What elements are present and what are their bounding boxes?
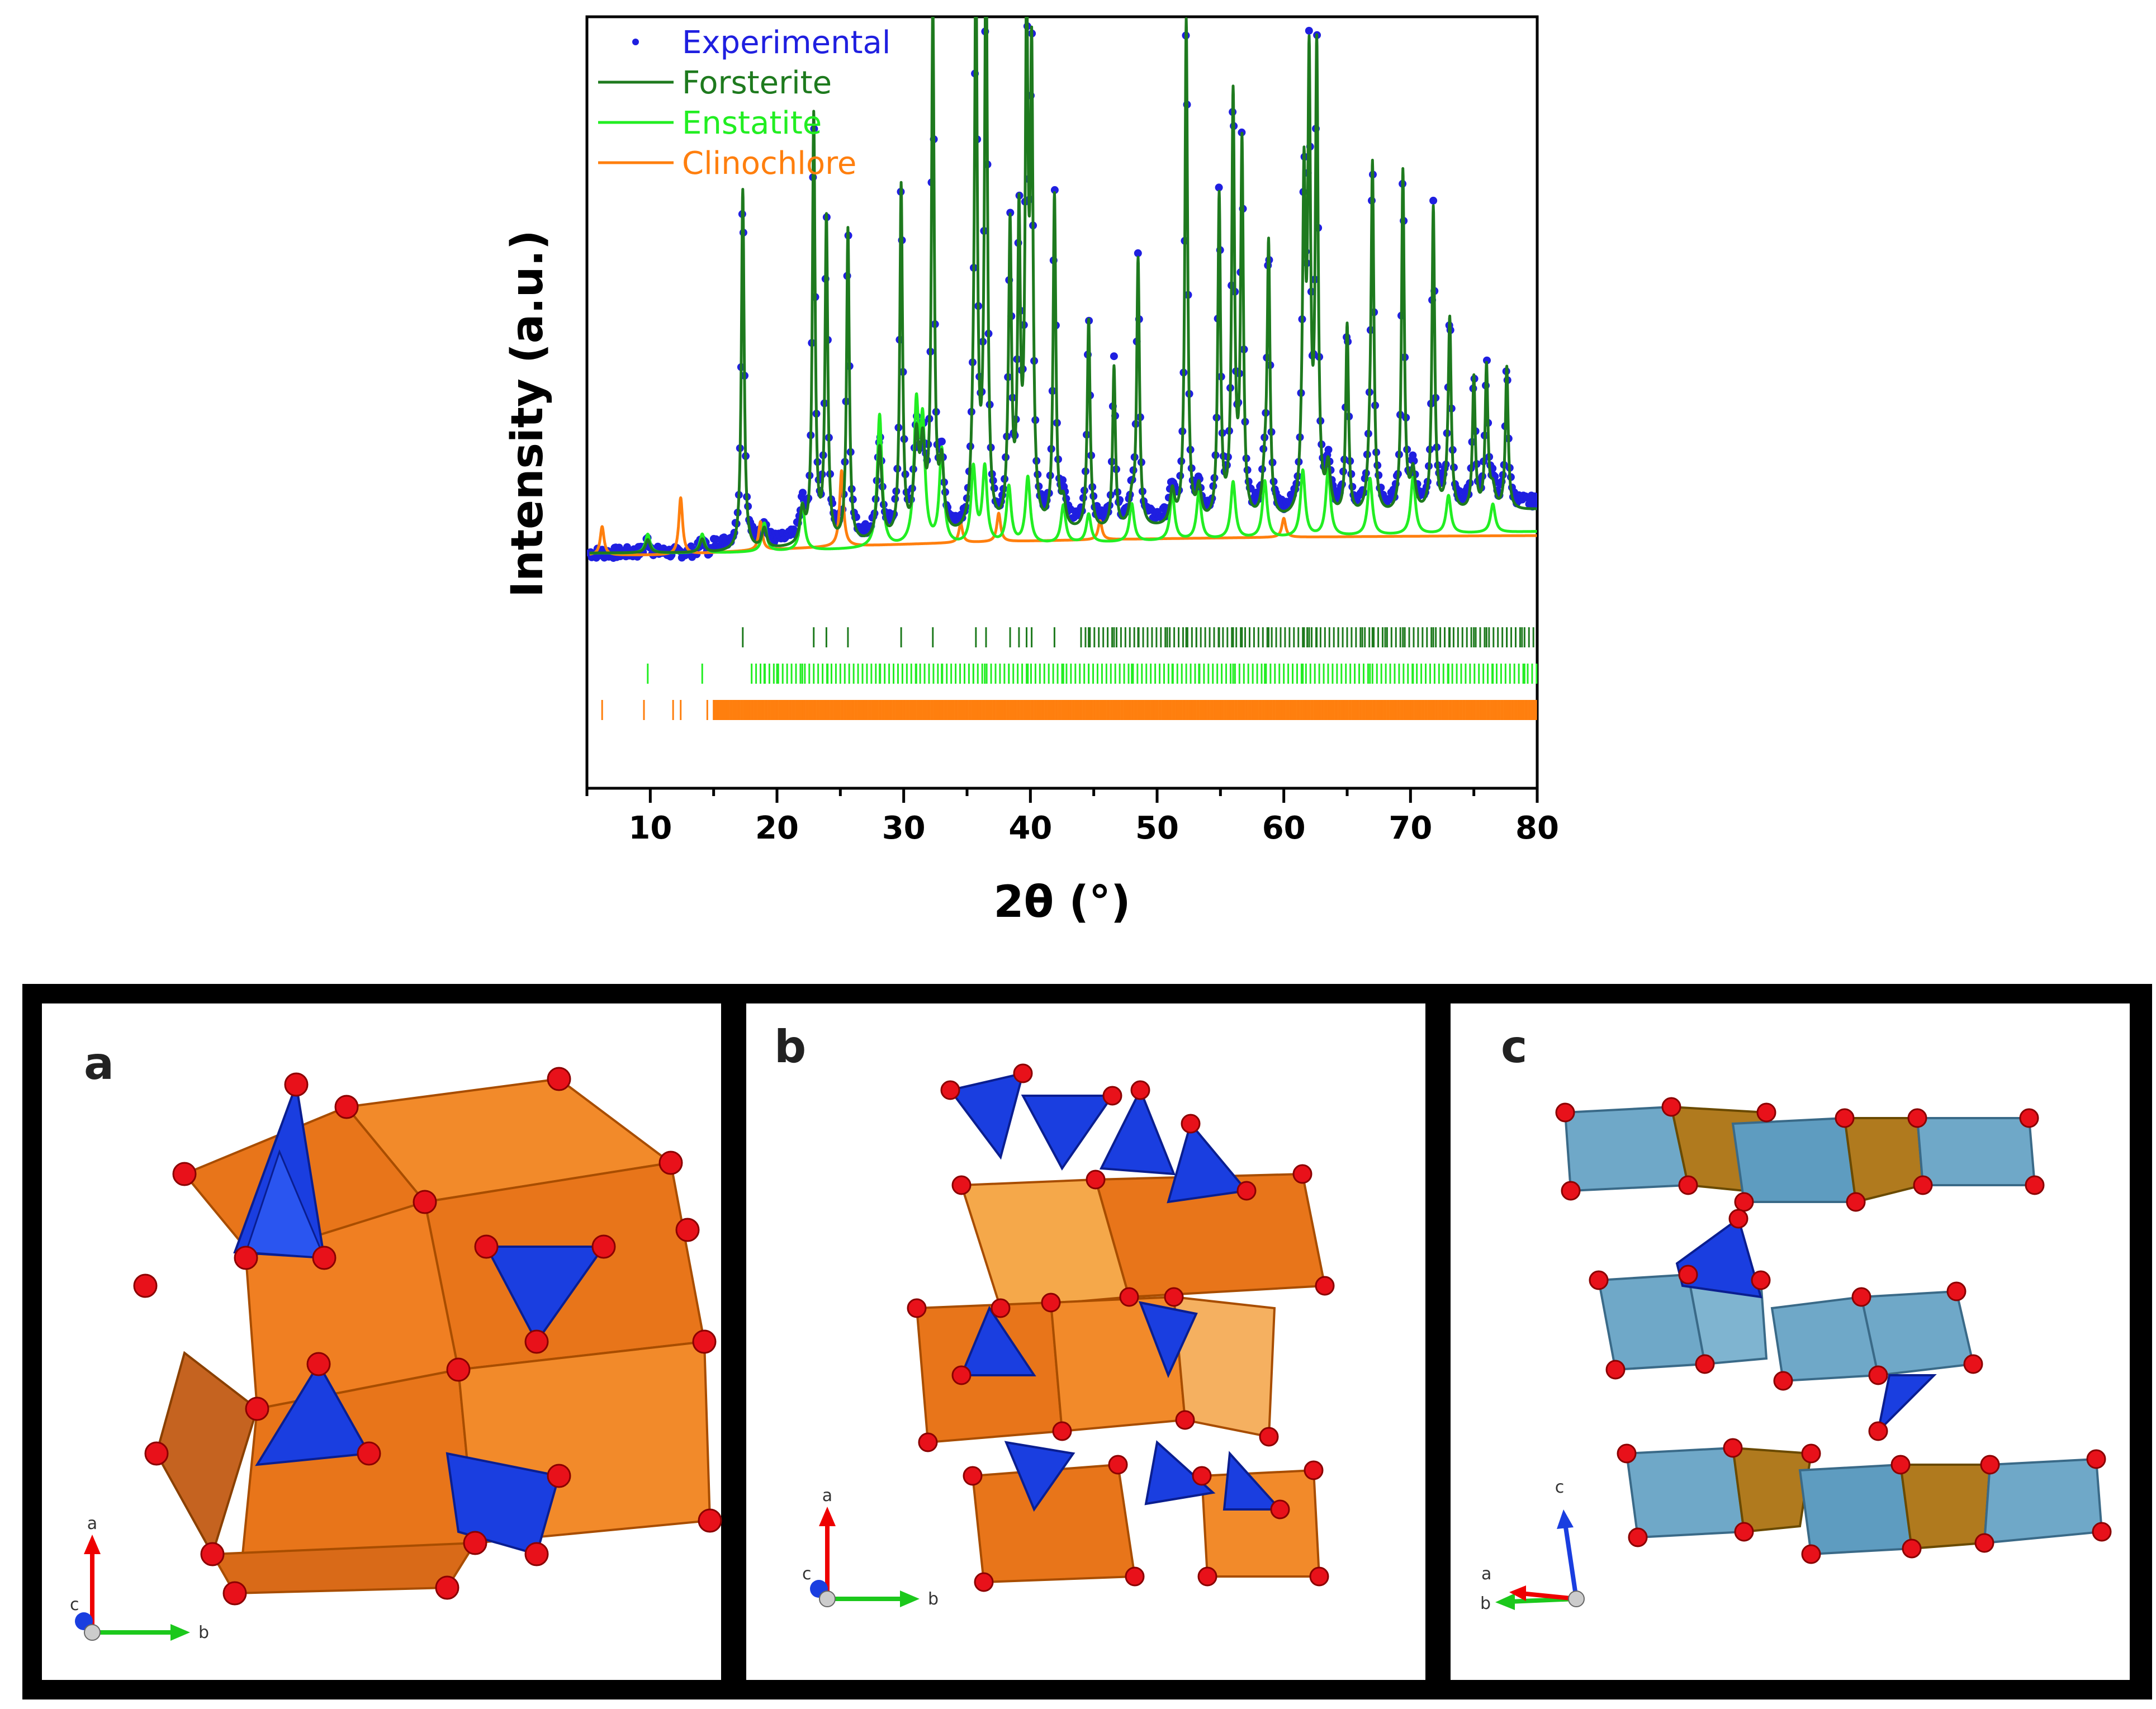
series-enstatite [588,392,1537,555]
experimental-point [1059,476,1067,484]
panel-c: c [1451,1003,2130,1680]
x-tick-label-40: 40 [1008,810,1052,846]
panel-b-structure [907,1063,1335,1592]
series-layer [587,0,1537,562]
x-axis-ticks [585,788,1539,803]
x-tick-label-10: 10 [628,810,672,846]
panel-b-background [746,1003,1425,1680]
svg-text:c: c [1555,1478,1565,1497]
x-tick-label-20: 20 [755,810,799,846]
svg-text:a: a [87,1514,97,1533]
experimental-point [1215,183,1223,192]
panel-a: a [42,1003,722,1680]
tick-marks-enstatite [647,664,1538,684]
panel-b-axes: a b c [802,1486,939,1609]
chart-legend: Experimental Forsterite Enstatite Clinoc… [598,25,890,182]
x-tick-label-80: 80 [1515,810,1559,846]
experimental-point [1305,27,1313,35]
reflection-tick-marks [601,627,1538,720]
svg-text:c: c [802,1564,812,1584]
x-axis-tick-labels: 10 20 30 40 50 60 70 80 [628,810,1559,846]
experimental-point [1324,446,1333,454]
x-tick-label-70: 70 [1389,810,1432,846]
legend-label-enstatite: Enstatite [682,105,822,141]
tick-marks-forsterite [742,627,1534,647]
experimental-point [1483,356,1491,364]
panel-c-background [1451,1003,2130,1680]
xrd-chart: 10 20 30 40 50 60 70 80 2θ (°) Intensity (a.u.)… [503,0,1559,927]
x-axis-label: 2θ (°) [993,877,1130,927]
panel-a-background [42,1003,721,1680]
experimental-point [929,0,937,2]
experimental-point [1532,495,1537,504]
legend-label-forsterite: Forsterite [682,65,832,101]
experimental-point [937,437,946,446]
panel-a-label: a [84,1038,114,1090]
svg-text:b: b [1480,1594,1491,1613]
panel-a-axes: a b c [70,1514,209,1642]
y-axis-label: Intensity (a.u.) [503,230,553,597]
panel-b-label: b [774,1021,806,1073]
panel-c-label: c [1501,1021,1527,1073]
legend-label-clinochlore: Clinochlore [682,145,856,182]
x-tick-label-50: 50 [1135,810,1179,846]
x-tick-label-30: 30 [882,810,926,846]
experimental-point [1456,487,1464,495]
panel-b: b [746,1003,1425,1680]
experimental-point [1252,489,1261,496]
experimental-point [799,489,807,497]
svg-text:b: b [928,1589,939,1609]
experimental-point [1429,196,1438,205]
legend-label-experimental: Experimental [682,25,890,61]
panel-a-structure [133,1067,722,1606]
legend-marker-experimental [632,39,639,45]
svg-text:b: b [198,1623,209,1642]
experimental-point [1050,186,1059,194]
svg-text:a: a [822,1486,832,1506]
svg-text:c: c [70,1595,79,1615]
plot-frame [585,15,1539,790]
tick-marks-clinochlore [601,700,1537,720]
panels-frame [22,984,2152,1699]
experimental-point [1134,249,1142,257]
svg-text:a: a [1481,1564,1491,1584]
panel-c-axes: c a b [1480,1478,1585,1613]
series-forsterite [588,17,1537,555]
experimental-point [1110,352,1118,361]
x-tick-label-60: 60 [1262,810,1306,846]
panel-c-structure [1555,1097,2112,1564]
